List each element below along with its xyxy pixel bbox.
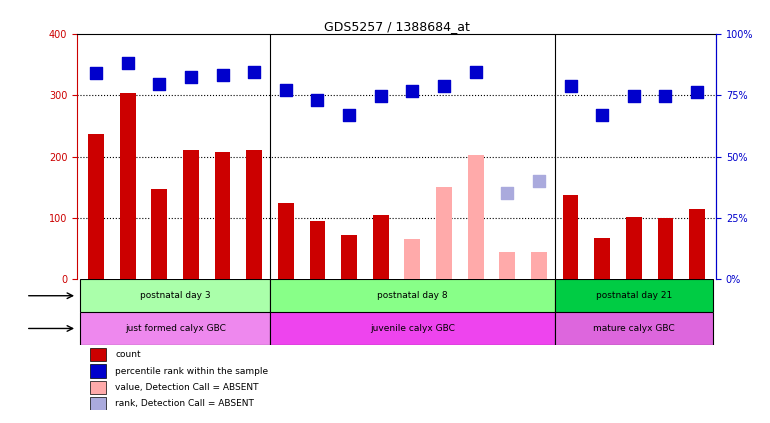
Bar <box>246 151 262 279</box>
Point <box>533 178 545 184</box>
FancyBboxPatch shape <box>270 279 554 312</box>
Text: just formed calyx GBC: just formed calyx GBC <box>125 324 226 333</box>
Point <box>343 112 355 118</box>
Bar <box>531 252 547 279</box>
Bar <box>341 235 357 279</box>
Point <box>374 93 387 100</box>
Bar <box>183 151 199 279</box>
Bar <box>119 93 136 279</box>
Bar <box>626 217 641 279</box>
Bar <box>88 134 104 279</box>
Point <box>216 71 229 78</box>
Point <box>438 82 450 89</box>
FancyBboxPatch shape <box>80 312 270 345</box>
Bar <box>658 218 674 279</box>
Text: value, Detection Call = ABSENT: value, Detection Call = ABSENT <box>116 383 259 392</box>
Bar <box>436 187 452 279</box>
Point <box>628 93 640 100</box>
Point <box>153 81 166 88</box>
Text: postnatal day 8: postnatal day 8 <box>377 291 447 300</box>
FancyBboxPatch shape <box>554 279 713 312</box>
Text: percentile rank within the sample: percentile rank within the sample <box>116 366 269 376</box>
Point <box>185 74 197 80</box>
Bar <box>310 221 326 279</box>
Point <box>90 69 102 76</box>
Text: postnatal day 3: postnatal day 3 <box>140 291 210 300</box>
Bar <box>215 152 230 279</box>
Bar <box>500 252 515 279</box>
Bar <box>278 203 293 279</box>
Title: GDS5257 / 1388684_at: GDS5257 / 1388684_at <box>323 20 470 33</box>
Bar <box>90 348 105 361</box>
Point <box>311 97 323 104</box>
Text: rank, Detection Call = ABSENT: rank, Detection Call = ABSENT <box>116 399 254 408</box>
Point <box>501 190 514 197</box>
Bar <box>594 238 610 279</box>
Bar <box>563 195 578 279</box>
Point <box>564 82 577 89</box>
Bar <box>152 189 167 279</box>
Bar <box>90 397 105 410</box>
Bar <box>373 215 389 279</box>
Point <box>407 88 419 94</box>
Text: mature calyx GBC: mature calyx GBC <box>593 324 675 333</box>
Point <box>596 112 608 118</box>
Point <box>659 93 671 100</box>
Text: postnatal day 21: postnatal day 21 <box>596 291 672 300</box>
Point <box>470 69 482 75</box>
Point <box>122 60 134 67</box>
Point <box>248 69 260 75</box>
Text: juvenile calyx GBC: juvenile calyx GBC <box>370 324 455 333</box>
Text: count: count <box>116 350 141 359</box>
Point <box>280 87 292 94</box>
FancyBboxPatch shape <box>554 312 713 345</box>
FancyBboxPatch shape <box>270 312 554 345</box>
Bar <box>90 381 105 394</box>
Bar <box>90 365 105 378</box>
Bar <box>404 239 420 279</box>
Bar <box>467 155 484 279</box>
FancyBboxPatch shape <box>80 279 270 312</box>
Point <box>691 89 703 96</box>
Bar <box>689 209 705 279</box>
